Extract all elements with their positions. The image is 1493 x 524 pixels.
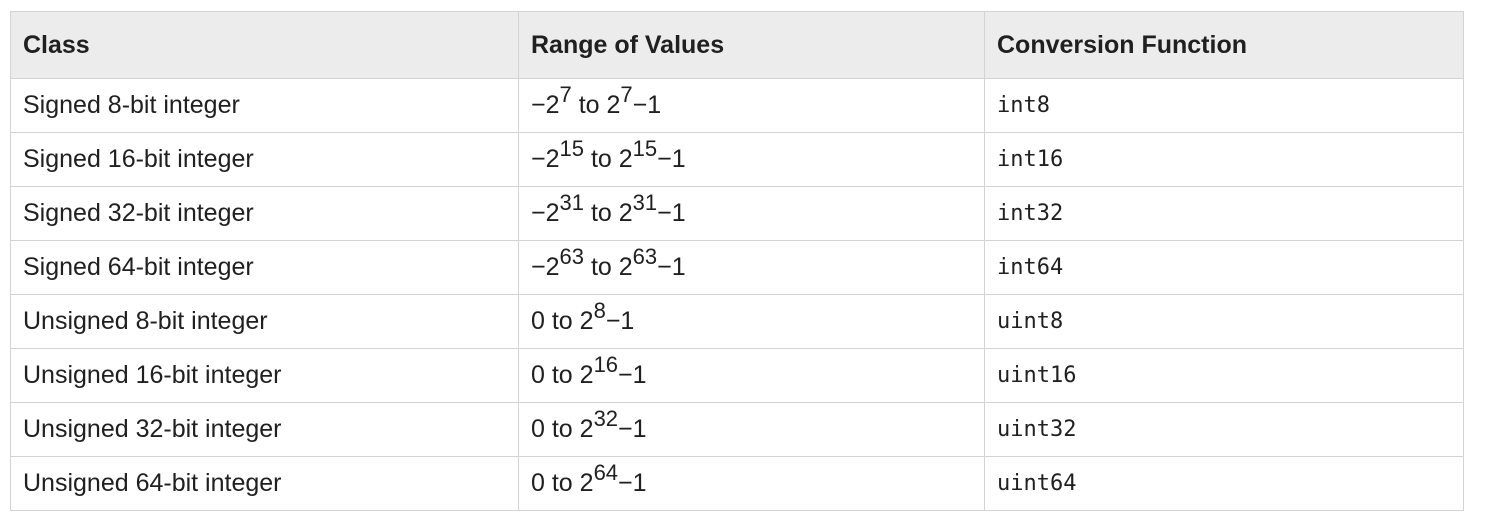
table-row: Signed 64-bit integer −263 to 263−1 int6… (10, 240, 1464, 295)
range-cell: 0 to 264−1 (518, 456, 985, 511)
header-range-of-values: Range of Values (518, 11, 985, 79)
header-conversion-function: Conversion Function (984, 11, 1464, 79)
range-text: −2 (531, 145, 560, 173)
range-cell: −215 to 215−1 (518, 132, 985, 187)
range-text: −1 (657, 253, 686, 281)
range-exponent: 15 (559, 136, 584, 161)
range-cell: 0 to 232−1 (518, 402, 985, 457)
range-text: −1 (605, 307, 635, 335)
class-cell: Unsigned 16-bit integer (10, 348, 519, 403)
range-text: −1 (632, 91, 662, 119)
table-row: Signed 32-bit integer −231 to 231−1 int3… (10, 186, 1464, 241)
range-exponent: 63 (559, 244, 584, 269)
table-row: Unsigned 8-bit integer 0 to 28−1 uint8 (10, 294, 1464, 349)
table-row: Unsigned 64-bit integer 0 to 264−1 uint6… (10, 456, 1464, 511)
table-row: Signed 8-bit integer −27 to 27−1 int8 (10, 78, 1464, 133)
table-row: Signed 16-bit integer −215 to 215−1 int1… (10, 132, 1464, 187)
function-cell: uint8 (984, 294, 1464, 349)
table-body: Signed 8-bit integer −27 to 27−1 int8 Si… (10, 78, 1464, 511)
range-exponent: 31 (632, 190, 658, 215)
range-exponent: 8 (593, 298, 606, 323)
range-text: −2 (531, 253, 560, 281)
function-cell: uint16 (984, 348, 1464, 403)
range-text: −1 (657, 145, 686, 173)
table-row: Unsigned 16-bit integer 0 to 216−1 uint1… (10, 348, 1464, 403)
function-cell: int16 (984, 132, 1464, 187)
range-text: −1 (657, 199, 686, 227)
range-text: to 2 (571, 91, 621, 119)
range-cell: 0 to 216−1 (518, 348, 985, 403)
class-cell: Signed 16-bit integer (10, 132, 519, 187)
range-text: −1 (618, 361, 647, 389)
range-exponent: 7 (559, 82, 572, 107)
range-exponent: 31 (559, 190, 584, 215)
class-cell: Unsigned 8-bit integer (10, 294, 519, 349)
class-cell: Signed 8-bit integer (10, 78, 519, 133)
range-text: −2 (531, 91, 560, 119)
range-exponent: 16 (593, 352, 619, 377)
range-cell: −263 to 263−1 (518, 240, 985, 295)
table-row: Unsigned 32-bit integer 0 to 232−1 uint3… (10, 402, 1464, 457)
range-cell: 0 to 28−1 (518, 294, 985, 349)
function-cell: uint32 (984, 402, 1464, 457)
range-text: to 2 (584, 253, 633, 281)
range-exponent: 7 (620, 82, 633, 107)
range-exponent: 63 (632, 244, 658, 269)
header-class: Class (10, 11, 519, 79)
range-text: −1 (618, 415, 647, 443)
range-text: to 2 (584, 145, 633, 173)
function-cell: uint64 (984, 456, 1464, 511)
range-text: 0 to 2 (531, 469, 594, 497)
class-cell: Unsigned 64-bit integer (10, 456, 519, 511)
function-cell: int8 (984, 78, 1464, 133)
range-exponent: 32 (593, 406, 619, 431)
range-exponent: 15 (632, 136, 658, 161)
range-text: 0 to 2 (531, 415, 594, 443)
class-cell: Signed 32-bit integer (10, 186, 519, 241)
range-text: 0 to 2 (531, 307, 594, 335)
function-cell: int32 (984, 186, 1464, 241)
range-text: 0 to 2 (531, 361, 594, 389)
integer-class-table: Class Range of Values Conversion Functio… (10, 11, 1464, 511)
range-cell: −27 to 27−1 (518, 78, 985, 133)
class-cell: Unsigned 32-bit integer (10, 402, 519, 457)
class-cell: Signed 64-bit integer (10, 240, 519, 295)
header-row: Class Range of Values Conversion Functio… (10, 11, 1464, 79)
range-text: to 2 (584, 199, 633, 227)
table-header: Class Range of Values Conversion Functio… (10, 11, 1464, 79)
range-cell: −231 to 231−1 (518, 186, 985, 241)
function-cell: int64 (984, 240, 1464, 295)
range-text: −2 (531, 199, 560, 227)
range-text: −1 (618, 469, 647, 497)
range-exponent: 64 (593, 460, 619, 485)
